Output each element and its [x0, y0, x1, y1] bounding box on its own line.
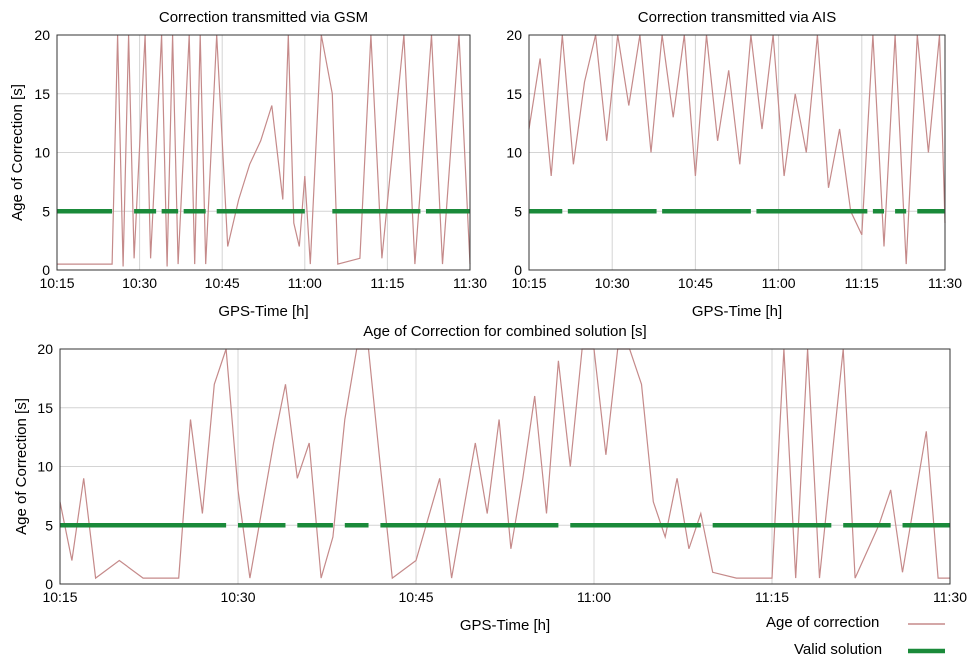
x-tick-label: 10:45 [205, 275, 240, 291]
y-tick-label: 5 [514, 203, 522, 219]
series-age-of-correction [57, 34, 471, 267]
x-tick-label: 11:15 [370, 275, 404, 291]
y-tick-label: 10 [37, 459, 53, 475]
chart-title: Correction transmitted via AIS [638, 9, 836, 26]
y-tick-label: 20 [506, 27, 522, 43]
x-tick-label: 10:45 [398, 589, 433, 605]
plot-frame [56, 34, 471, 271]
x-tick-label: 10:15 [39, 275, 74, 291]
x-tick-label: 10:30 [220, 589, 255, 605]
chart-gsm: 10:15 10:30 10:45 11:00 11:15 11:30 0 5 10 15 20 Co… [9, 9, 487, 320]
y-axis-label: Age of Correction [s] [13, 398, 30, 535]
x-tick-label: 11:30 [933, 589, 967, 605]
x-tick-label: 11:00 [288, 275, 322, 291]
y-tick-label: 5 [42, 203, 50, 219]
y-tick-label: 0 [42, 262, 50, 278]
y-tick-label: 0 [45, 576, 53, 592]
x-tick-label: 11:00 [762, 275, 796, 291]
x-tick-label: 10:45 [678, 275, 713, 291]
legend-item-age: Age of correction [766, 614, 879, 631]
y-tick-label: 0 [514, 262, 522, 278]
chart-combined: 10:15 10:30 10:45 11:00 11:15 11:30 0 5 10 15 20 Ag… [13, 323, 967, 634]
x-tick-label: 11:30 [453, 275, 487, 291]
x-axis-label: GPS-Time [h] [692, 303, 782, 320]
x-tick-label: 11:15 [845, 275, 879, 291]
legend-label-age: Age of correction [766, 614, 880, 631]
plot-frame [59, 348, 951, 585]
chart-title: Age of Correction for combined solution … [363, 323, 646, 340]
y-tick-label: 20 [37, 341, 53, 357]
series-age-of-correction [528, 34, 946, 265]
x-axis-label: GPS-Time [h] [218, 303, 308, 320]
y-tick-label: 5 [45, 517, 53, 533]
x-tick-label: 10:30 [595, 275, 630, 291]
x-tick-label: 10:15 [511, 275, 546, 291]
plot-frame [528, 34, 946, 271]
series-age-of-correction [59, 348, 950, 580]
legend-item-valid: Valid solution [794, 641, 882, 658]
y-axis-label: Age of Correction [s] [9, 84, 26, 221]
x-tick-label: 11:30 [928, 275, 962, 291]
y-tick-label: 10 [34, 145, 50, 161]
x-axis-label: GPS-Time [h] [460, 617, 550, 634]
x-tick-label: 10:30 [122, 275, 157, 291]
y-tick-label: 20 [34, 27, 50, 43]
x-tick-label: 11:15 [755, 589, 789, 605]
x-tick-label: 11:00 [577, 589, 611, 605]
legend-label-valid: Valid solution [794, 641, 883, 658]
y-tick-label: 15 [506, 86, 522, 102]
chart-title: Correction transmitted via GSM [159, 9, 368, 26]
y-tick-label: 15 [34, 86, 50, 102]
x-tick-label: 10:15 [42, 589, 77, 605]
y-tick-label: 10 [506, 145, 522, 161]
chart-ais: 10:15 10:30 10:45 11:00 11:15 11:30 0 5 10 15 20 Co… [506, 9, 962, 320]
y-tick-label: 15 [37, 400, 53, 416]
